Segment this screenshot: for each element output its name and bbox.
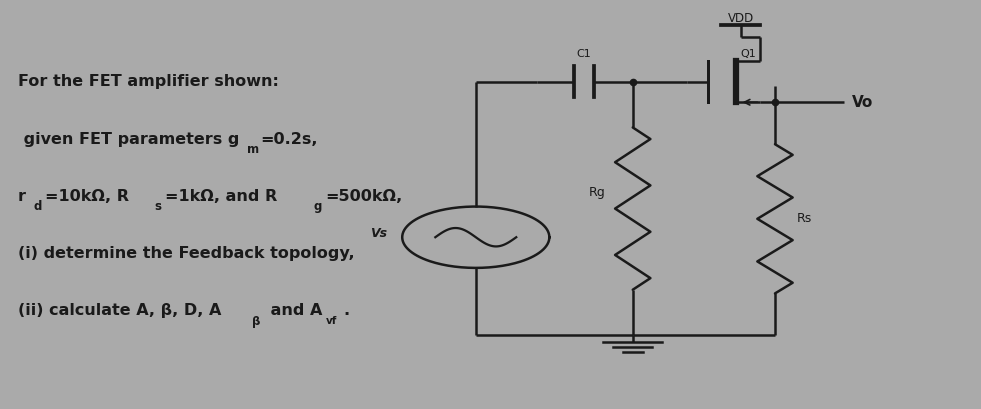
Text: r: r: [18, 189, 26, 204]
Text: (ii) calculate A, β, D, A: (ii) calculate A, β, D, A: [18, 303, 221, 318]
Text: and A: and A: [265, 303, 322, 318]
Text: (i) determine the Feedback topology,: (i) determine the Feedback topology,: [18, 246, 354, 261]
Text: s: s: [154, 200, 161, 213]
Text: =500kΩ,: =500kΩ,: [326, 189, 403, 204]
Text: given FET parameters g: given FET parameters g: [18, 132, 239, 146]
Text: Vs: Vs: [371, 227, 387, 240]
Text: vf: vf: [326, 316, 337, 326]
Text: For the FET amplifier shown:: For the FET amplifier shown:: [18, 74, 279, 89]
Text: Vo: Vo: [852, 95, 873, 110]
Text: VDD: VDD: [728, 12, 753, 25]
Text: g: g: [314, 200, 323, 213]
Text: Q1: Q1: [741, 49, 756, 59]
Text: m: m: [247, 143, 259, 156]
Text: d: d: [33, 200, 42, 213]
Text: Rg: Rg: [589, 186, 605, 199]
Text: .: .: [343, 303, 349, 318]
Text: Rs: Rs: [797, 212, 812, 225]
Text: β: β: [252, 315, 261, 328]
Text: =1kΩ, and R: =1kΩ, and R: [165, 189, 277, 204]
Text: =0.2s,: =0.2s,: [260, 132, 318, 146]
Text: C1: C1: [576, 49, 592, 59]
Text: =10kΩ, R: =10kΩ, R: [45, 189, 129, 204]
